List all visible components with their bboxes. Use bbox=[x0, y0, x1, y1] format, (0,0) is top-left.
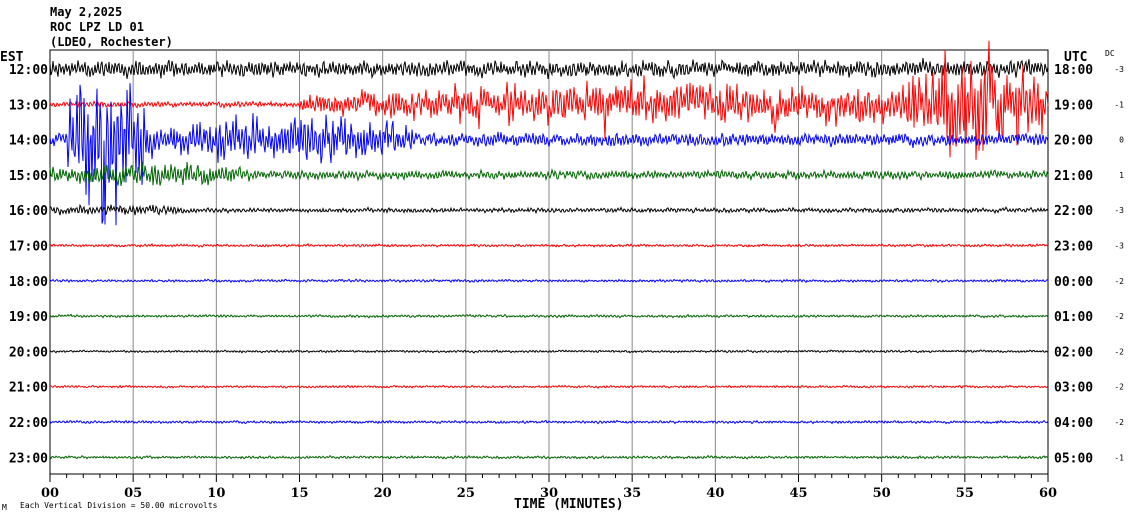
utc-time-label: 23:00 bbox=[1054, 240, 1093, 255]
est-time-label: 19:00 bbox=[9, 310, 48, 325]
trace-1800 bbox=[49, 278, 1049, 284]
est-time-label: 21:00 bbox=[9, 381, 48, 396]
trace-1900 bbox=[49, 313, 1049, 319]
x-tick-label: 35 bbox=[623, 486, 641, 501]
dc-offset-label: -2 bbox=[1114, 277, 1124, 286]
est-time-label: 18:00 bbox=[9, 275, 48, 290]
dc-offset-label: -2 bbox=[1114, 347, 1124, 356]
est-time-label: 17:00 bbox=[9, 240, 48, 255]
utc-time-label: 18:00 bbox=[1054, 63, 1093, 78]
x-tick-label: 00 bbox=[41, 486, 59, 501]
x-tick-label: 15 bbox=[290, 486, 308, 501]
utc-time-label: 19:00 bbox=[1054, 98, 1093, 113]
trace-2100 bbox=[49, 384, 1049, 389]
x-tick-label: 05 bbox=[124, 486, 142, 501]
utc-time-label: 01:00 bbox=[1054, 310, 1093, 325]
utc-time-label: 22:00 bbox=[1054, 204, 1093, 219]
x-tick-label: 20 bbox=[374, 486, 392, 501]
trace-1500 bbox=[49, 161, 1049, 186]
dc-offset-label: -3 bbox=[1114, 242, 1124, 251]
x-tick-label: 50 bbox=[873, 486, 891, 501]
traces bbox=[49, 40, 1049, 460]
trace-1200 bbox=[49, 57, 1049, 80]
dc-offset-label: -2 bbox=[1114, 418, 1124, 427]
dc-offset-label: 0 bbox=[1119, 136, 1124, 145]
trace-2300 bbox=[49, 454, 1049, 460]
trace-1700 bbox=[49, 243, 1049, 248]
header-network: (LDEO, Rochester) bbox=[50, 35, 173, 49]
est-time-label: 14:00 bbox=[9, 134, 48, 149]
x-axis-title: TIME (MINUTES) bbox=[514, 497, 624, 512]
trace-2200 bbox=[49, 419, 1049, 425]
trace-1300 bbox=[49, 40, 1049, 160]
dc-offset-label: -2 bbox=[1114, 383, 1124, 392]
grid bbox=[49, 49, 1049, 482]
corner-mark: M bbox=[2, 503, 7, 512]
est-time-label: 22:00 bbox=[9, 416, 48, 431]
scale-note: Each Vertical Division = 50.00 microvolt… bbox=[20, 501, 218, 510]
dc-offset-label: -2 bbox=[1114, 312, 1124, 321]
trace-2000 bbox=[49, 349, 1049, 354]
header-date: May 2,2025 bbox=[50, 5, 122, 19]
x-tick-label: 40 bbox=[706, 486, 724, 501]
x-tick-label: 55 bbox=[956, 486, 974, 501]
trace-1600 bbox=[49, 203, 1049, 216]
est-time-label: 16:00 bbox=[9, 204, 48, 219]
x-tick-label: 30 bbox=[540, 486, 558, 501]
utc-axis-title: UTC bbox=[1064, 50, 1087, 65]
dc-title: DC bbox=[1105, 49, 1115, 58]
dc-offset-label: -3 bbox=[1114, 65, 1124, 74]
dc-offset-label: -1 bbox=[1114, 453, 1124, 462]
dc-offset-label: 1 bbox=[1119, 171, 1124, 180]
dc-offset-label: -3 bbox=[1114, 206, 1124, 215]
utc-time-label: 21:00 bbox=[1054, 169, 1093, 184]
utc-time-label: 05:00 bbox=[1054, 451, 1093, 466]
utc-time-label: 20:00 bbox=[1054, 134, 1093, 149]
x-tick-label: 45 bbox=[789, 486, 807, 501]
header-station: ROC LPZ LD 01 bbox=[50, 20, 144, 34]
utc-time-label: 00:00 bbox=[1054, 275, 1093, 290]
x-tick-label: 25 bbox=[457, 486, 475, 501]
est-time-label: 15:00 bbox=[9, 169, 48, 184]
utc-time-label: 04:00 bbox=[1054, 416, 1093, 431]
utc-time-label: 03:00 bbox=[1054, 381, 1093, 396]
est-time-label: 20:00 bbox=[9, 345, 48, 360]
x-tick-label: 10 bbox=[207, 486, 225, 501]
dc-offset-label: -1 bbox=[1114, 100, 1124, 109]
x-tick-label: 60 bbox=[1039, 486, 1057, 501]
est-axis-title: EST bbox=[0, 50, 24, 65]
trace-1400 bbox=[49, 83, 1049, 226]
est-time-label: 13:00 bbox=[9, 98, 48, 113]
est-time-label: 12:00 bbox=[9, 63, 48, 78]
est-time-label: 23:00 bbox=[9, 451, 48, 466]
utc-time-label: 02:00 bbox=[1054, 345, 1093, 360]
